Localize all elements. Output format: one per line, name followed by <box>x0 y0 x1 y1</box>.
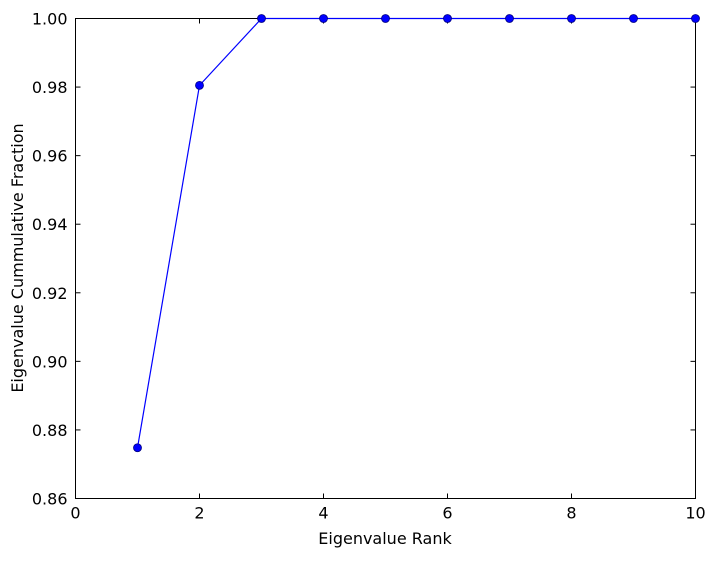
series-layer <box>133 14 700 453</box>
x-tick-label: 6 <box>442 504 452 523</box>
data-point <box>567 14 576 23</box>
data-point <box>319 14 328 23</box>
y-tick-label: 0.90 <box>32 352 68 371</box>
series-line <box>136 17 696 448</box>
y-tick-label: 0.88 <box>32 421 68 440</box>
y-tick-label: 0.96 <box>32 147 68 166</box>
x-axis-label: Eigenvalue Rank <box>318 529 452 548</box>
y-tick-label: 1.00 <box>32 10 68 29</box>
data-point <box>133 443 142 453</box>
x-tick-label: 0 <box>70 504 80 523</box>
data-point <box>257 14 266 23</box>
y-axis-label: Eigenvalue Cummulative Fraction <box>8 123 27 392</box>
x-tick-label: 2 <box>194 504 204 523</box>
x-tick-label: 10 <box>685 504 705 523</box>
x-tick-label: 4 <box>318 504 328 523</box>
y-tick-label: 0.86 <box>32 490 68 509</box>
y-tick-label: 0.92 <box>32 284 68 303</box>
ticks-layer: 0 2 4 6 8 10 0.86 0.88 0.90 0.92 0.94 0.96 0.98 1.00 <box>32 10 706 523</box>
data-point <box>443 14 452 23</box>
data-point <box>381 14 390 23</box>
y-tick-label: 0.98 <box>32 78 68 97</box>
y-tick-label: 0.94 <box>32 215 68 234</box>
plot-frame <box>75 18 696 499</box>
data-point <box>691 14 700 23</box>
data-point <box>629 14 638 23</box>
data-point <box>195 80 204 90</box>
x-tick-label: 8 <box>566 504 576 523</box>
data-point <box>505 14 514 23</box>
